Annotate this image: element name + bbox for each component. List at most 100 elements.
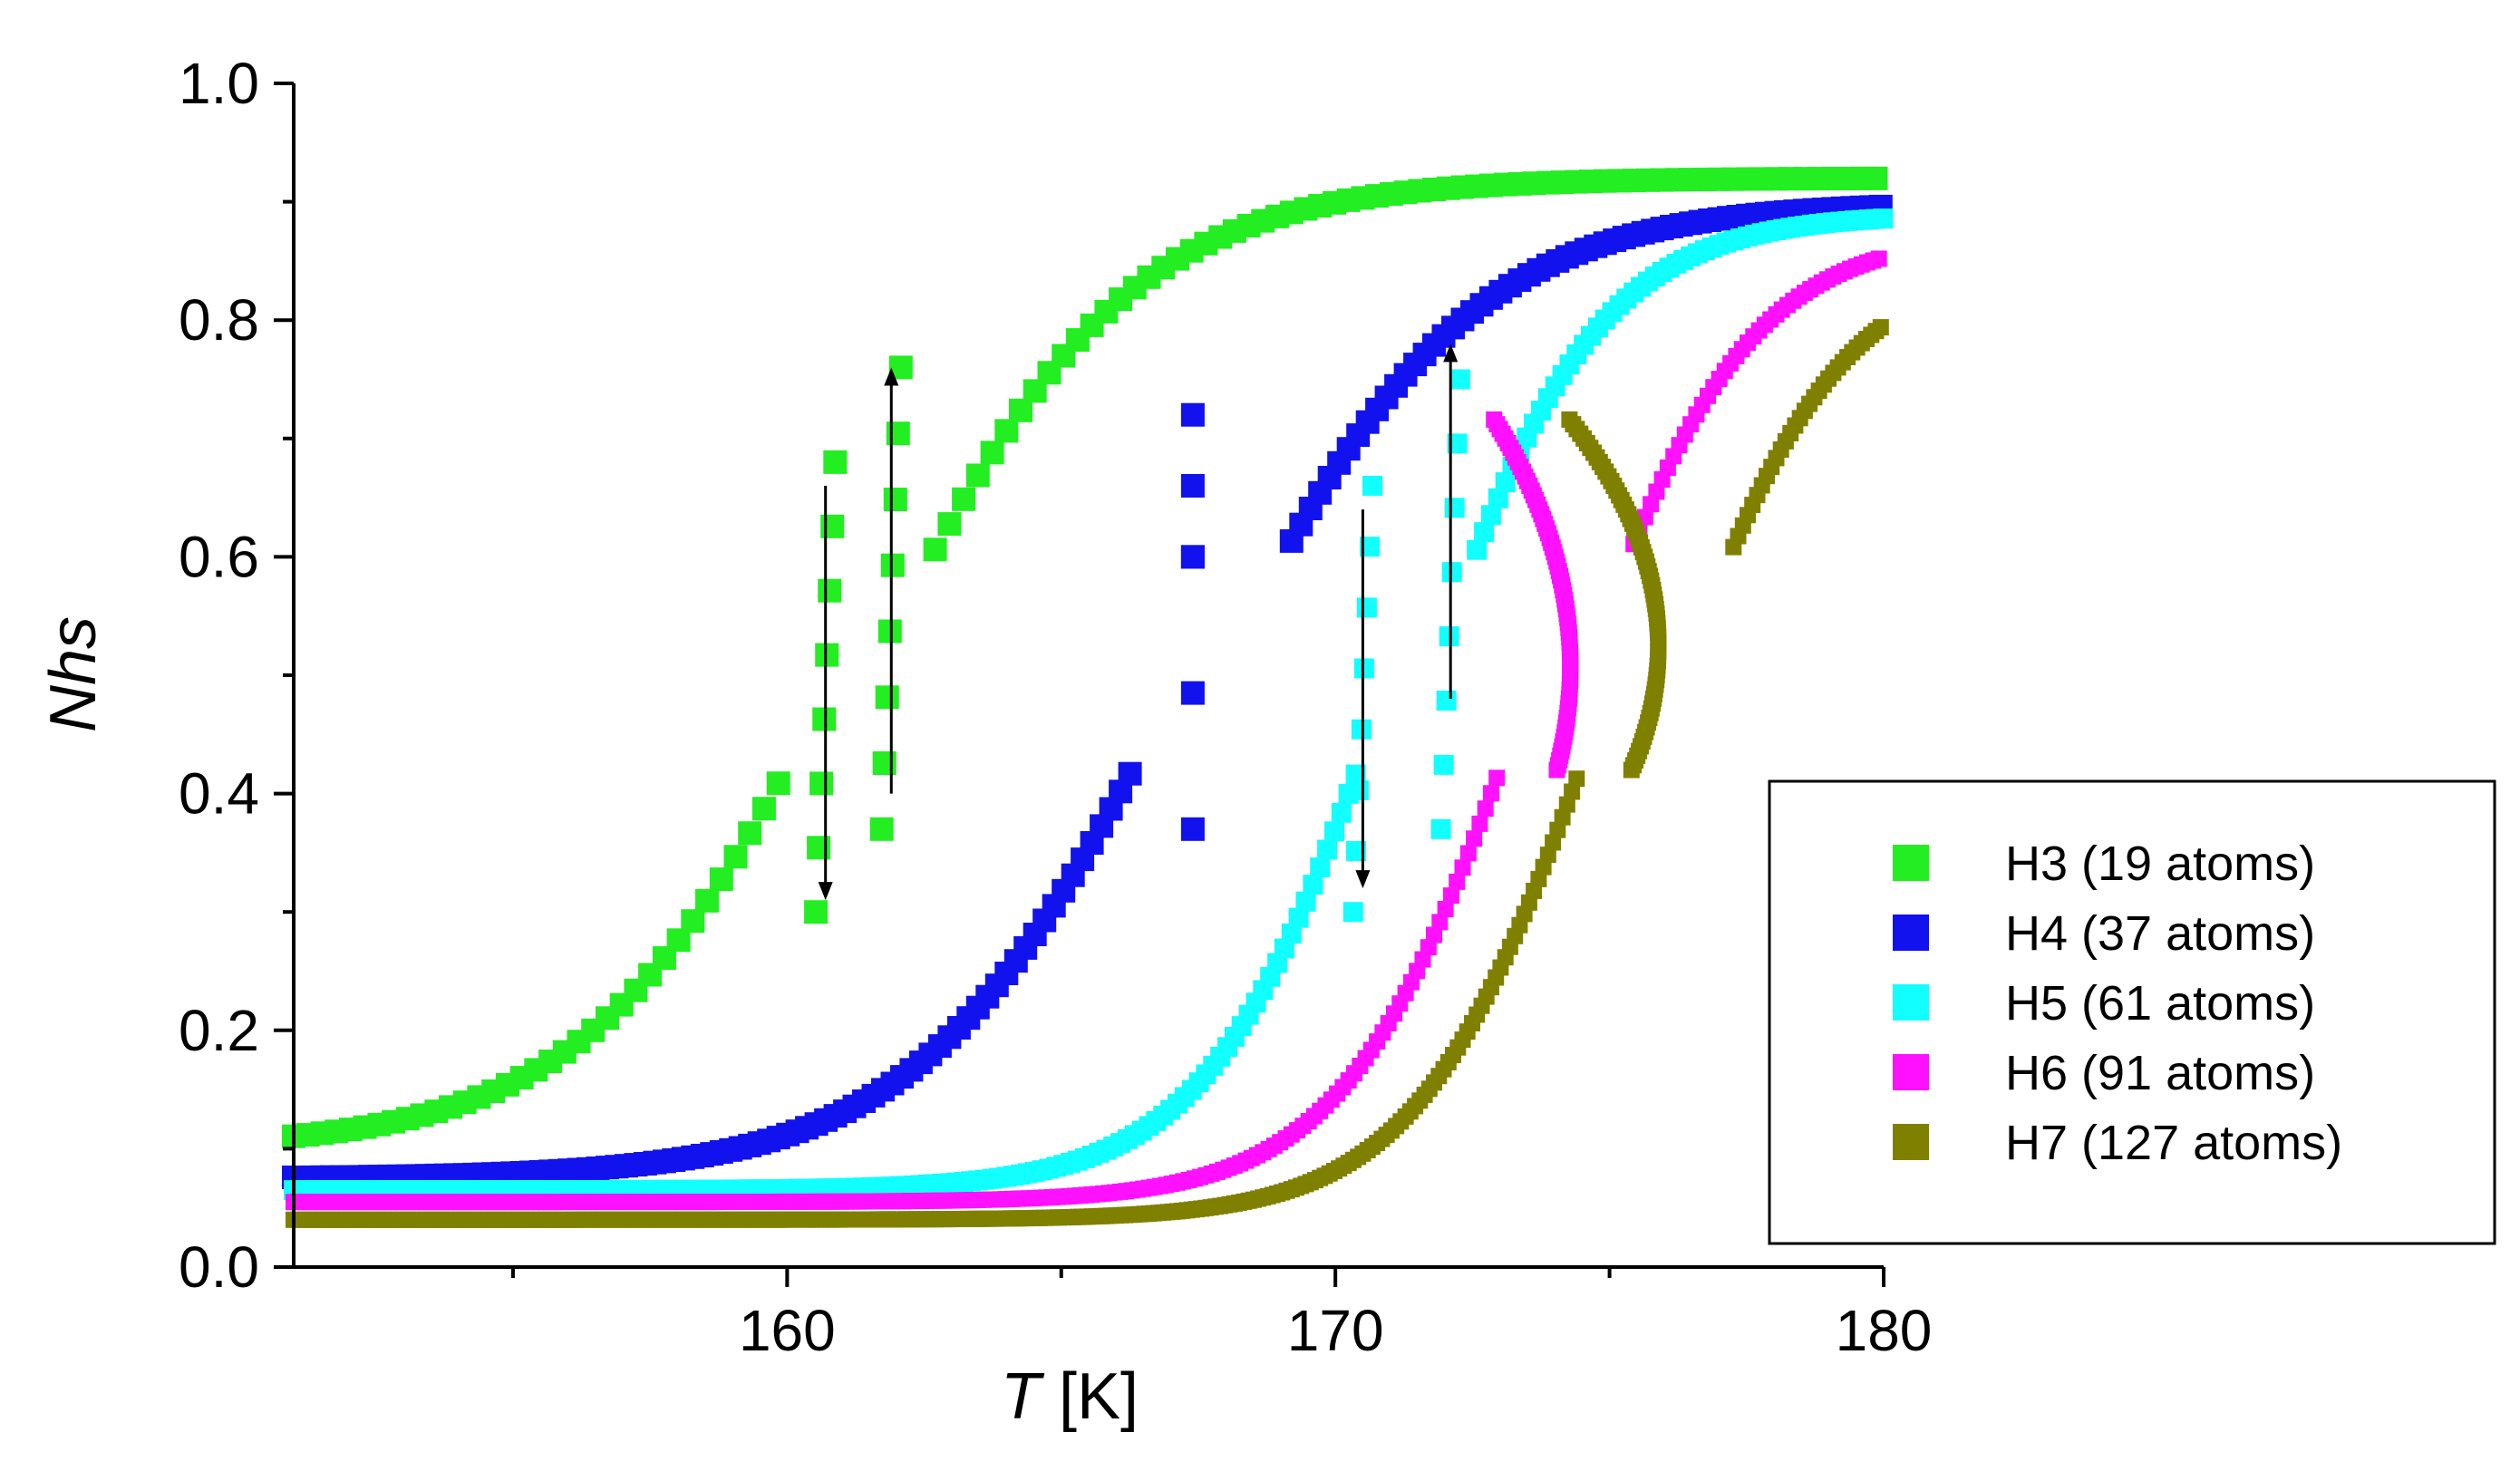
data-point xyxy=(695,888,719,913)
data-point xyxy=(1362,476,1382,496)
y-tick-label: 0.4 xyxy=(179,761,259,827)
data-point xyxy=(1360,537,1380,557)
data-point xyxy=(1303,875,1323,895)
data-point xyxy=(880,553,905,577)
data-point xyxy=(1331,802,1352,823)
legend-label: H4 (37 atoms) xyxy=(2005,906,2315,961)
data-point xyxy=(1471,815,1488,832)
series-5 xyxy=(284,208,1894,1201)
legend-label: H7 (127 atoms) xyxy=(2005,1116,2342,1170)
arrow-head xyxy=(818,882,833,901)
data-point xyxy=(1864,166,1888,190)
arrow-head xyxy=(1355,870,1371,889)
data-point xyxy=(1454,859,1471,876)
data-point xyxy=(823,450,848,474)
data-point xyxy=(980,440,1004,465)
data-point xyxy=(1433,754,1454,775)
data-point xyxy=(952,487,976,511)
data-point xyxy=(1295,891,1316,912)
data-point xyxy=(1549,821,1566,838)
legend: H3 (19 atoms) H4 (37 atoms) H5 (61 atoms) H… xyxy=(1768,779,2496,1245)
data-point xyxy=(872,751,897,775)
data-point xyxy=(1288,907,1309,928)
data-point xyxy=(681,909,705,934)
data-point xyxy=(1545,834,1562,851)
data-point xyxy=(818,578,842,603)
data-point xyxy=(804,900,829,924)
data-point xyxy=(965,463,990,488)
axes-layer: 0.0 0.2 0.4 0.6 0.8 1.0 160 170 180 xyxy=(179,51,1932,1363)
data-point xyxy=(1356,597,1377,618)
data-point xyxy=(1324,821,1344,842)
legend-label: H6 (91 atoms) xyxy=(2005,1046,2315,1100)
data-point xyxy=(1180,402,1205,427)
y-tick-label: 0.0 xyxy=(179,1234,259,1300)
series-7 xyxy=(286,319,1889,1228)
data-point xyxy=(1351,719,1371,740)
data-point xyxy=(815,643,839,667)
data-point xyxy=(1488,488,1508,508)
x-tick-label: 180 xyxy=(1836,1298,1933,1363)
data-point xyxy=(1558,796,1575,813)
legend-label: H5 (61 atoms) xyxy=(2005,976,2315,1031)
data-point xyxy=(809,771,834,796)
data-point xyxy=(1431,914,1449,931)
data-point xyxy=(1118,761,1142,786)
data-point xyxy=(1480,505,1501,526)
data-point xyxy=(1342,902,1363,923)
y-tick-label: 0.2 xyxy=(179,998,259,1063)
data-point xyxy=(875,685,899,710)
data-point xyxy=(1870,250,1887,267)
data-point xyxy=(1436,691,1457,711)
data-point xyxy=(994,419,1019,443)
y-tick-label: 0.6 xyxy=(179,524,259,589)
data-point xyxy=(1872,319,1889,336)
data-point xyxy=(1310,857,1331,878)
data-point xyxy=(1466,830,1483,847)
data-point xyxy=(1180,545,1205,569)
data-point xyxy=(1561,411,1578,428)
legend-swatch xyxy=(1893,915,1929,951)
data-point xyxy=(1441,562,1462,583)
arrow-head xyxy=(884,367,899,386)
legend-swatch xyxy=(1893,1054,1929,1090)
series-layer xyxy=(282,166,1894,1228)
data-point xyxy=(1180,474,1205,498)
legend-swatch xyxy=(1893,1124,1929,1160)
data-point xyxy=(869,817,894,841)
data-point xyxy=(1345,764,1366,785)
data-point xyxy=(709,867,733,892)
data-point xyxy=(820,514,845,538)
data-point xyxy=(1430,818,1451,839)
data-point xyxy=(807,836,831,860)
data-point xyxy=(738,821,762,846)
data-point xyxy=(1467,539,1488,560)
data-point xyxy=(1442,887,1459,905)
data-point xyxy=(1643,496,1660,513)
data-point xyxy=(1437,901,1454,917)
data-point xyxy=(1180,817,1205,841)
data-point xyxy=(1488,769,1506,787)
legend-swatch xyxy=(1893,845,1929,881)
data-point xyxy=(1539,847,1556,864)
data-point xyxy=(1420,939,1437,956)
data-point xyxy=(1486,411,1503,428)
legend-swatch xyxy=(1893,984,1929,1021)
arrow-layer xyxy=(818,344,1459,901)
data-point xyxy=(1447,433,1468,454)
data-point xyxy=(1564,783,1581,800)
data-point xyxy=(1568,770,1585,788)
legend-box xyxy=(1768,779,2496,1245)
data-point xyxy=(1444,498,1465,518)
data-point xyxy=(1459,845,1477,862)
data-point xyxy=(886,421,910,446)
x-axis-title: T [K] xyxy=(1001,1360,1139,1433)
data-point xyxy=(1274,938,1294,959)
data-point xyxy=(1477,800,1494,818)
data-point xyxy=(1426,926,1442,944)
data-point xyxy=(923,537,947,562)
data-point xyxy=(723,845,748,869)
data-point xyxy=(883,488,907,511)
data-point xyxy=(1281,923,1302,944)
x-tick-label: 160 xyxy=(739,1298,836,1363)
